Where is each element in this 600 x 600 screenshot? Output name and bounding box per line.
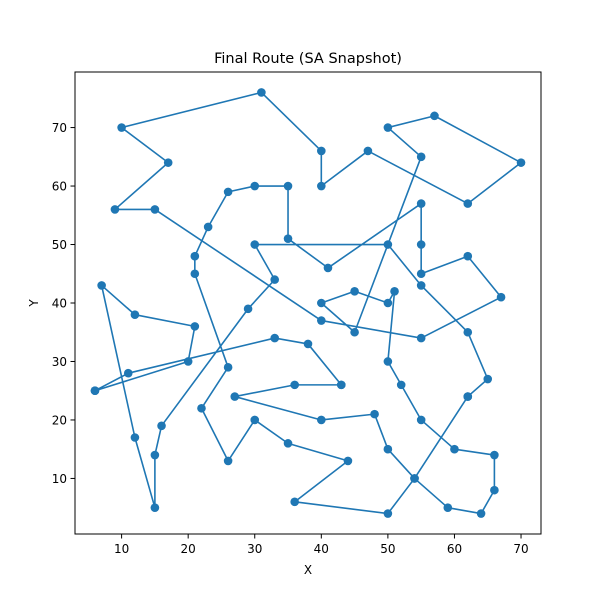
route-point	[463, 252, 472, 261]
route-point	[290, 498, 299, 507]
route-point	[497, 293, 506, 302]
route-point	[417, 281, 426, 290]
y-tick-label: 60	[52, 180, 67, 194]
route-point	[417, 152, 426, 161]
route-point	[304, 340, 313, 349]
route-point	[384, 357, 393, 366]
route-point	[250, 182, 259, 191]
route-point	[224, 363, 233, 372]
route-point	[390, 287, 399, 296]
route-point	[284, 182, 293, 191]
route-point	[350, 328, 359, 337]
x-tick-label: 40	[314, 542, 329, 556]
route-point	[284, 439, 293, 448]
route-point	[417, 199, 426, 208]
x-tick-label: 20	[181, 542, 196, 556]
route-point	[477, 509, 486, 518]
route-point	[517, 158, 526, 167]
y-axis-title: Y	[27, 299, 41, 308]
route-point	[151, 451, 160, 460]
x-axis-title: X	[304, 563, 312, 577]
route-point	[157, 422, 166, 431]
route-point	[257, 88, 266, 97]
route-point	[91, 386, 100, 395]
route-point	[417, 269, 426, 278]
route-point	[317, 182, 326, 191]
route-point	[337, 381, 346, 390]
route-point	[463, 199, 472, 208]
route-point	[444, 503, 453, 512]
route-point	[124, 369, 133, 378]
route-point	[364, 147, 373, 156]
route-point	[284, 234, 293, 243]
x-tick-label: 50	[380, 542, 395, 556]
route-point	[344, 457, 353, 466]
route-point	[417, 416, 426, 425]
route-point	[384, 509, 393, 518]
y-tick-label: 70	[52, 121, 67, 135]
x-tick-label: 70	[513, 542, 528, 556]
route-point	[463, 328, 472, 337]
route-point	[384, 299, 393, 308]
route-point	[317, 416, 326, 425]
route-point	[151, 205, 160, 214]
route-point	[191, 322, 200, 331]
route-point	[191, 252, 200, 261]
route-point	[384, 123, 393, 132]
x-tick-label: 60	[447, 542, 462, 556]
route-point	[417, 334, 426, 343]
route-point	[250, 240, 259, 249]
route-point	[370, 410, 379, 419]
route-point	[111, 205, 120, 214]
route-point	[151, 503, 160, 512]
route-point	[191, 269, 200, 278]
route-point	[290, 381, 299, 390]
route-point	[350, 287, 359, 296]
route-point	[450, 445, 459, 454]
y-tick-label: 30	[52, 355, 67, 369]
y-tick-label: 50	[52, 238, 67, 252]
route-point	[164, 158, 173, 167]
route-point	[224, 188, 233, 197]
route-point	[410, 474, 419, 483]
route-point	[97, 281, 106, 290]
route-point	[131, 433, 140, 442]
route-point	[317, 299, 326, 308]
route-point	[131, 310, 140, 319]
route-point	[270, 334, 279, 343]
route-point	[317, 316, 326, 325]
x-tick-label: 30	[247, 542, 262, 556]
route-point	[204, 223, 213, 232]
route-point	[230, 392, 239, 401]
chart-title: Final Route (SA Snapshot)	[214, 51, 402, 67]
route-point	[270, 275, 279, 284]
route-point	[384, 240, 393, 249]
route-point	[430, 112, 439, 121]
route-point	[244, 305, 253, 314]
y-tick-label: 40	[52, 297, 67, 311]
route-point	[224, 457, 233, 466]
y-tick-label: 20	[52, 413, 67, 427]
route-point	[117, 123, 126, 132]
route-point	[184, 357, 193, 366]
y-tick-label: 10	[52, 472, 67, 486]
route-point	[197, 404, 206, 413]
route-point	[483, 375, 492, 384]
route-point	[384, 445, 393, 454]
route-point	[250, 416, 259, 425]
route-point	[490, 451, 499, 460]
x-tick-label: 10	[114, 542, 129, 556]
route-point	[463, 392, 472, 401]
route-point	[317, 147, 326, 156]
route-point	[490, 486, 499, 495]
route-point	[397, 381, 406, 390]
route-point	[324, 264, 333, 273]
route-point	[417, 240, 426, 249]
